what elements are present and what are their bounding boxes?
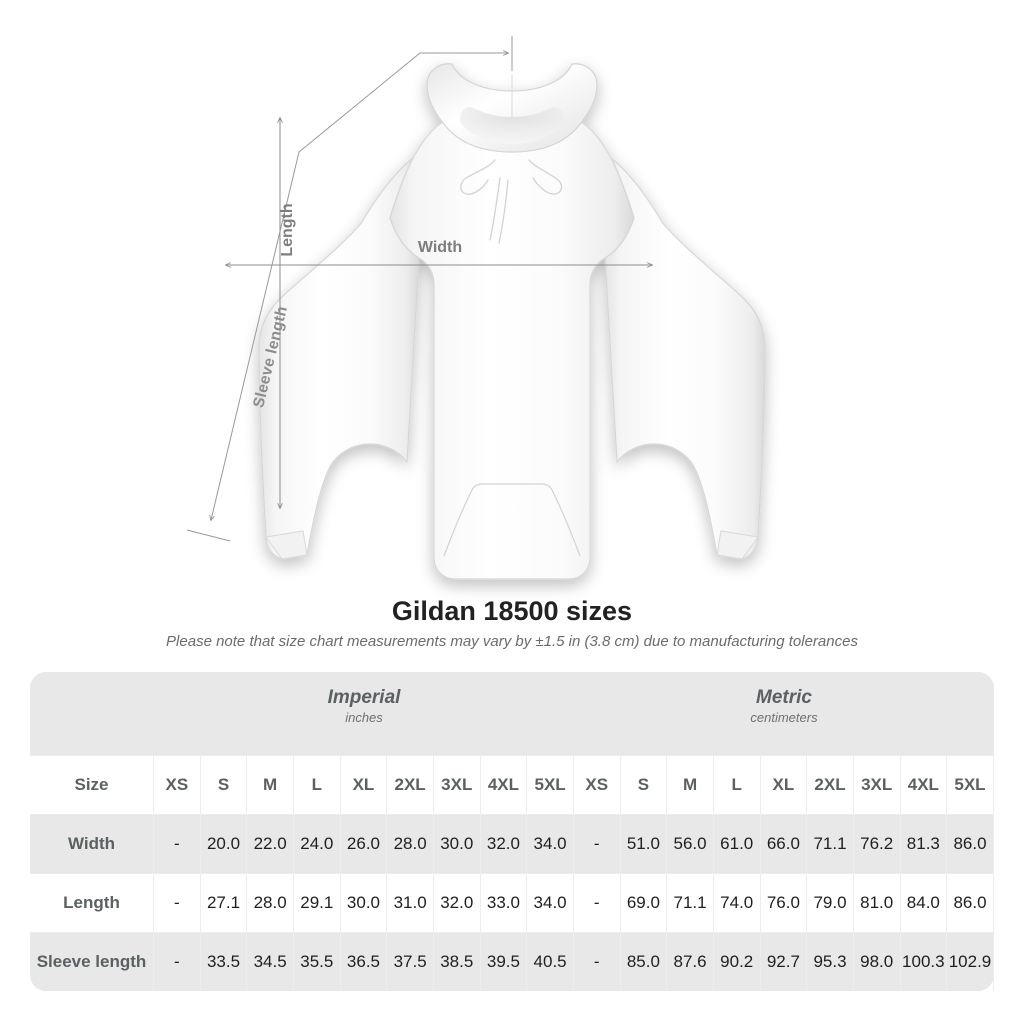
svg-text:Length: Length xyxy=(279,203,296,256)
svg-text:Width: Width xyxy=(418,239,462,256)
